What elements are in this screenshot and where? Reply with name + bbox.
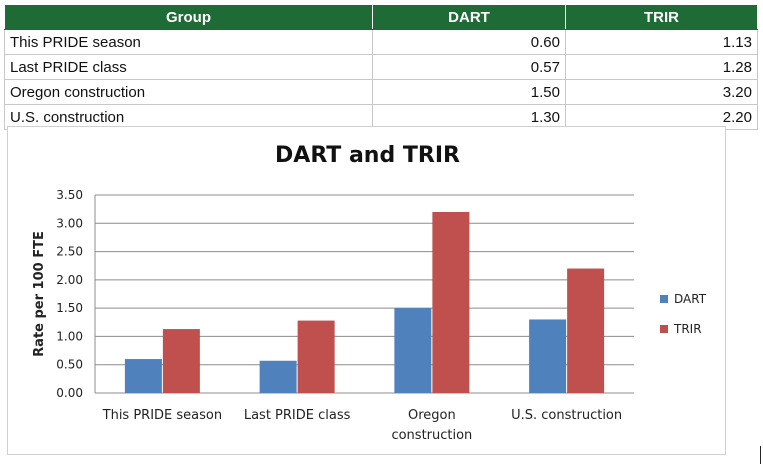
y-tick-label: 0.50 xyxy=(56,358,83,372)
x-tick-label: U.S. construction xyxy=(511,408,622,423)
y-tick-label: 2.00 xyxy=(56,273,83,287)
legend-swatch-dart xyxy=(660,295,668,303)
table-row: U.S. construction 1.30 2.20 xyxy=(4,104,758,130)
header-trir[interactable]: TRIR xyxy=(565,4,758,30)
y-tick-label: 1.50 xyxy=(56,301,83,315)
cell-group[interactable]: Last PRIDE class xyxy=(4,54,373,80)
bar-trir xyxy=(162,329,200,393)
bar-dart xyxy=(259,360,297,393)
y-tick-label: 1.00 xyxy=(56,329,83,343)
cell-trir[interactable]: 1.28 xyxy=(565,54,758,80)
data-table: Group DART TRIR This PRIDE season 0.60 1… xyxy=(4,4,758,130)
cell-dart[interactable]: 1.30 xyxy=(372,104,566,130)
bar-dart xyxy=(394,308,432,393)
legend-swatch-trir xyxy=(660,325,668,333)
bar-trir xyxy=(567,268,605,393)
x-tick-label: Last PRIDE class xyxy=(244,408,351,423)
cell-trir[interactable]: 3.20 xyxy=(565,79,758,105)
cell-dart[interactable]: 0.60 xyxy=(372,29,566,55)
legend-label-dart: DART xyxy=(674,292,707,306)
cell-group[interactable]: Oregon construction xyxy=(4,79,373,105)
bar-dart xyxy=(124,359,162,393)
y-axis-title: Rate per 100 FTE xyxy=(32,231,47,357)
chart-title: DART and TRIR xyxy=(275,143,460,168)
cell-group[interactable]: This PRIDE season xyxy=(4,29,373,55)
y-tick-label: 3.00 xyxy=(56,216,83,230)
cell-group[interactable]: U.S. construction xyxy=(4,104,373,130)
table-row: Last PRIDE class 0.57 1.28 xyxy=(4,54,758,80)
y-tick-label: 2.50 xyxy=(56,245,83,259)
table-row: Oregon construction 1.50 3.20 xyxy=(4,79,758,105)
table-header-row: Group DART TRIR xyxy=(4,4,758,30)
bar-trir xyxy=(432,211,470,393)
y-tick-label: 0.00 xyxy=(56,386,83,400)
bar-dart xyxy=(529,319,567,393)
x-tick-label: This PRIDE season xyxy=(102,408,222,423)
bar-chart: 0.00 0.50 1.00 1.50 2.00 2.50 3.00 3.50 Rate per… xyxy=(32,188,707,443)
text-cursor xyxy=(760,446,761,464)
cell-dart[interactable]: 1.50 xyxy=(372,79,566,105)
header-dart[interactable]: DART xyxy=(372,4,566,30)
x-tick-label: Oregon construction xyxy=(391,408,472,443)
cell-trir[interactable]: 1.13 xyxy=(565,29,758,55)
cell-dart[interactable]: 0.57 xyxy=(372,54,566,80)
header-group[interactable]: Group xyxy=(4,4,373,30)
y-tick-label: 3.50 xyxy=(56,188,83,202)
table-row: This PRIDE season 0.60 1.13 xyxy=(4,29,758,55)
chart-object[interactable]: DART and TRIR 0.00 0.50 1.00 1.50 2.00 2.50 3.… xyxy=(7,126,726,455)
legend-label-trir: TRIR xyxy=(673,322,702,336)
bar-trir xyxy=(297,320,335,393)
